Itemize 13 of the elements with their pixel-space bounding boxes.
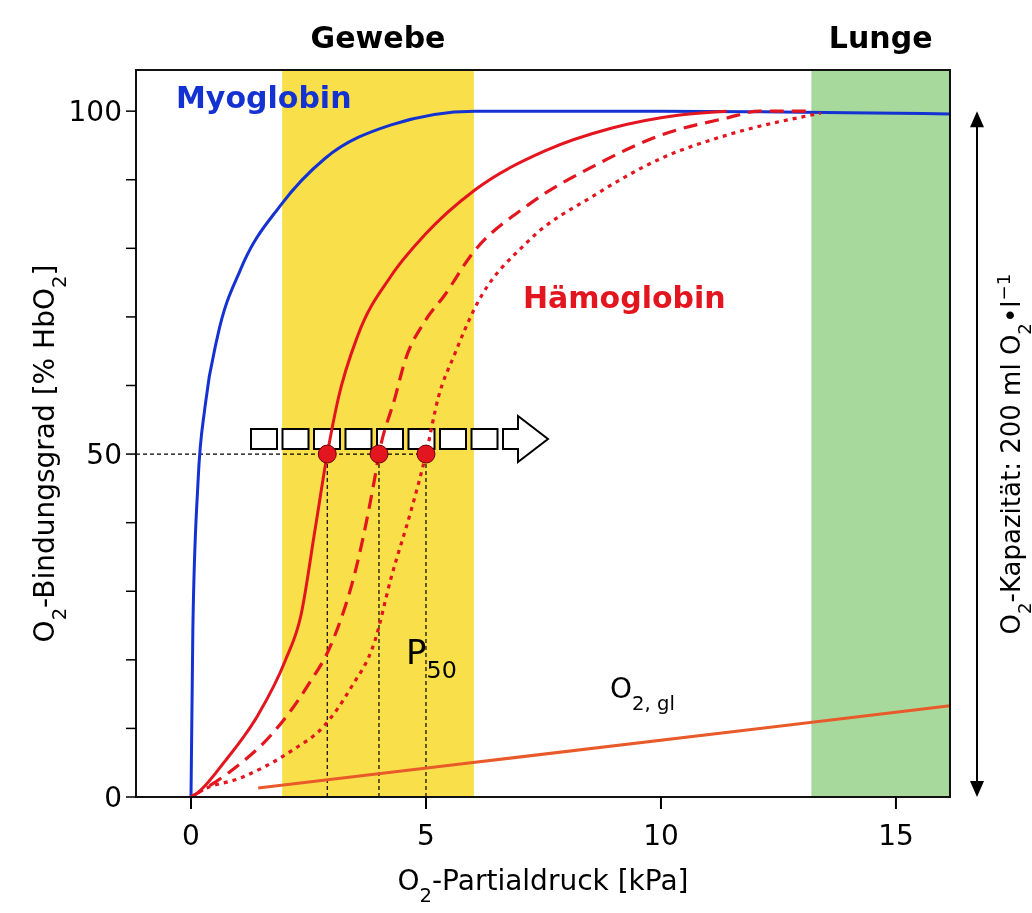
x-tick-label: 0: [182, 819, 200, 852]
x-tick-label: 5: [417, 819, 435, 852]
text: Hämoglobin: [523, 280, 726, 315]
x-tick-label: 10: [643, 819, 679, 852]
y-tick-label: 0: [104, 780, 122, 814]
series-label: O$_{2, gl}$: [610, 672, 675, 715]
band-label: Lunge: [828, 20, 933, 55]
x-axis-title: O$_{2}$-Partialdruck [kPa]: [397, 864, 689, 907]
x-tick-label: 15: [878, 819, 914, 852]
y-tick-label: 100: [68, 94, 122, 128]
band-label: Gewebe: [310, 20, 446, 55]
annotation: P$_{50}$: [406, 632, 457, 684]
y-tick-label: 50: [86, 437, 122, 471]
